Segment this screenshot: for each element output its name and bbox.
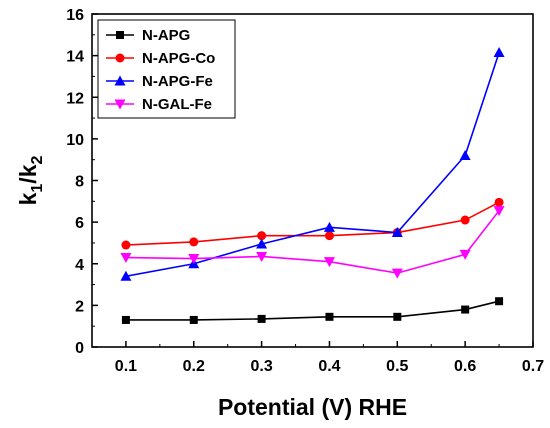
y-tick-label: 12: [66, 90, 84, 107]
x-tick-label: 0.1: [115, 358, 137, 375]
y-tick-label: 16: [66, 7, 84, 24]
data-point: [461, 305, 470, 314]
y-axis-title-slash: /k: [15, 164, 41, 183]
legend-item: N-APG: [106, 27, 190, 44]
legend-label: N-APG: [142, 27, 190, 44]
legend-item: N-APG-Co: [106, 50, 215, 67]
x-tick-label: 0.7: [522, 358, 544, 375]
data-point: [493, 206, 505, 217]
data-point: [121, 240, 131, 250]
data-point: [257, 231, 267, 241]
legend-label: N-GAL-Fe: [142, 96, 212, 113]
y-tick-label: 0: [75, 340, 84, 357]
legend-item: N-APG-Fe: [106, 73, 213, 90]
data-point: [493, 47, 505, 58]
y-tick-label: 10: [66, 132, 84, 149]
legend-item: N-GAL-Fe: [106, 96, 212, 113]
series-n-gal-fe: [120, 206, 505, 279]
data-point: [323, 221, 335, 232]
data-point: [391, 268, 403, 279]
y-tick-label: 8: [75, 174, 84, 191]
x-axis-title: Potential (V) RHE: [218, 394, 407, 420]
x-tick-label: 0.6: [454, 358, 476, 375]
y-tick-label: 4: [75, 257, 84, 274]
data-point: [189, 315, 198, 324]
data-point: [393, 312, 402, 321]
data-point: [495, 297, 504, 306]
y-axis-title-sub2: 2: [29, 156, 46, 165]
y-axis-title-main: k: [15, 192, 41, 205]
data-point: [459, 150, 471, 161]
x-tick-label: 0.3: [250, 358, 272, 375]
series-line: [125, 201, 500, 246]
data-point: [391, 227, 403, 238]
y-axis-title: k1/k2: [15, 156, 46, 206]
data-point: [324, 231, 334, 241]
data-point: [459, 249, 471, 260]
series-n-apg-co: [121, 197, 504, 250]
legend: N-APG N-APG-Co N-APG-Fe N-GAL-Fe: [97, 19, 236, 119]
legend-marker: [115, 53, 125, 63]
y-tick-label: 6: [75, 215, 84, 232]
data-point: [121, 315, 130, 324]
legend-label: N-APG-Co: [142, 50, 215, 67]
legend-marker: [114, 75, 126, 86]
data-point: [494, 197, 504, 207]
data-point: [325, 312, 334, 321]
y-tick-label: 14: [66, 49, 84, 66]
y-axis-title-sub1: 1: [29, 184, 46, 193]
data-point: [323, 257, 335, 268]
series-layer: [120, 47, 505, 324]
series-n-apg: [121, 297, 504, 324]
y-tick-label: 2: [75, 298, 84, 315]
legend-marker: [116, 31, 124, 39]
series-line: [125, 300, 500, 321]
plot-frame: [91, 13, 534, 348]
data-point: [256, 251, 268, 262]
data-point: [189, 237, 199, 247]
plot-border: [91, 13, 534, 348]
x-tick-label: 0.5: [386, 358, 408, 375]
x-tick-label: 0.4: [318, 358, 340, 375]
x-tick-label: 0.2: [183, 358, 205, 375]
data-point: [120, 270, 132, 281]
data-point: [120, 253, 132, 264]
data-point: [256, 238, 268, 249]
legend-marker: [114, 99, 126, 110]
legend-label: N-APG-Fe: [142, 73, 213, 90]
data-point: [257, 314, 266, 323]
data-point: [460, 215, 470, 225]
data-point: [188, 254, 200, 265]
